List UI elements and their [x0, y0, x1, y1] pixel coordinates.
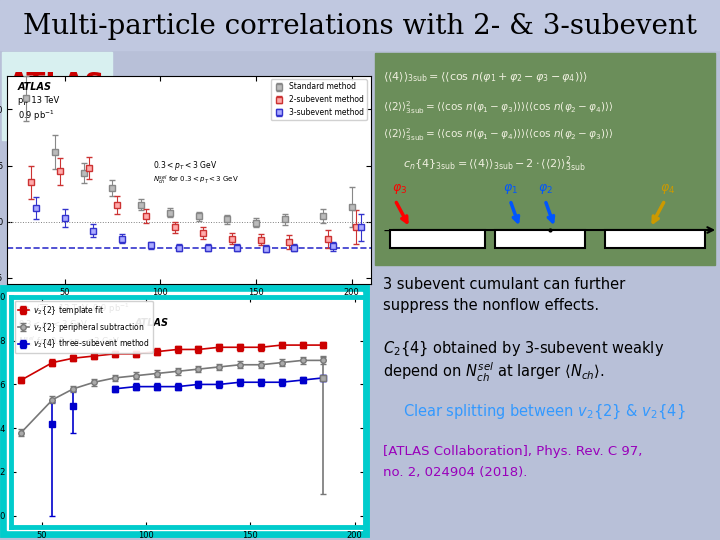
Bar: [605, 230, 705, 248]
Text: ATLAS: ATLAS: [135, 318, 168, 328]
Legend: Standard method, 2-subevent method, 3-subevent method: Standard method, 2-subevent method, 3-su…: [271, 79, 367, 120]
Text: [ATLAS Collaboration], Phys. Rev. C 97,: [ATLAS Collaboration], Phys. Rev. C 97,: [383, 445, 642, 458]
Text: $\varphi_3$: $\varphi_3$: [392, 182, 407, 196]
Bar: [7, 292, 362, 530]
Text: suppress the nonflow effects.: suppress the nonflow effects.: [383, 298, 599, 313]
Text: $c_n\{4\}_{3\mathrm{sub}} = \langle\langle 4\rangle\rangle_{3\mathrm{sub}} - 2\c: $c_n\{4\}_{3\mathrm{sub}} = \langle\lang…: [403, 154, 586, 174]
Legend: $v_2\{2\}$ template fit, $v_2\{2\}$ peripheral subtraction, $v_2\{4\}$ three-sub: $v_2\{2\}$ template fit, $v_2\{2\}$ peri…: [14, 301, 153, 353]
Text: $\varphi_4$: $\varphi_4$: [660, 182, 675, 196]
Bar: [0, 0, 720, 50]
Text: $\varphi_1$: $\varphi_1$: [503, 182, 518, 196]
Text: $N_{ch}^{sel}$ for $0.3<p_{T}<3$ GeV: $N_{ch}^{sel}$ for $0.3<p_{T}<3$ GeV: [153, 173, 238, 187]
Text: depend on $N_{ch}^{sel}$ at larger $\langle N_{ch}\rangle$.: depend on $N_{ch}^{sel}$ at larger $\lan…: [383, 361, 605, 384]
Text: pp 13 TeV: pp 13 TeV: [18, 96, 59, 105]
Bar: [2, 52, 112, 140]
Text: pp, $\sqrt{s}$ = 13 TeV, 0.9 pb$^{-1}$: pp, $\sqrt{s}$ = 13 TeV, 0.9 pb$^{-1}$: [18, 301, 130, 316]
Text: ATLAS: ATLAS: [18, 82, 52, 92]
Text: $\langle\langle 2\rangle\rangle^2_{3\mathrm{sub}} = \langle\langle\cos\,n(\varph: $\langle\langle 2\rangle\rangle^2_{3\mat…: [383, 126, 613, 144]
Text: $\langle\langle 2\rangle\rangle^2_{3\mathrm{sub}} = \langle\langle\cos\,n(\varph: $\langle\langle 2\rangle\rangle^2_{3\mat…: [383, 99, 613, 117]
X-axis label: $\langle N_{ch}\rangle$: $\langle N_{ch}\rangle$: [177, 303, 201, 317]
Text: Multi-particle correlations with 2- & 3-subevent: Multi-particle correlations with 2- & 3-…: [23, 12, 697, 39]
Text: $N_{ch}^{sel}$ for $0.3<p_T<3$ GeV: $N_{ch}^{sel}$ for $0.3<p_T<3$ GeV: [18, 334, 120, 349]
Text: $\varphi_2$: $\varphi_2$: [538, 182, 553, 196]
Text: $0.3<p_T<3$ GeV: $0.3<p_T<3$ GeV: [18, 318, 89, 330]
Text: 3 subevent cumulant can further: 3 subevent cumulant can further: [383, 277, 625, 292]
Bar: [375, 53, 715, 265]
Text: ATLAS: ATLAS: [8, 71, 105, 99]
Text: $-$: $-$: [382, 223, 394, 237]
Text: $C_2\{4\}$ obtained by 3-subevent weakly: $C_2\{4\}$ obtained by 3-subevent weakly: [383, 340, 665, 359]
Bar: [390, 230, 485, 248]
Text: no. 2, 024904 (2018).: no. 2, 024904 (2018).: [383, 466, 527, 479]
Text: $0.3<p_{T}<3$ GeV: $0.3<p_{T}<3$ GeV: [153, 159, 217, 172]
Bar: [2, 287, 367, 535]
Text: 0.9 pb$^{-1}$: 0.9 pb$^{-1}$: [18, 109, 55, 123]
Bar: [495, 230, 585, 248]
Text: Clear splitting between $v_2\{2\}$ & $v_2\{4\}$: Clear splitting between $v_2\{2\}$ & $v_…: [403, 403, 685, 421]
Text: $\langle\langle 4\rangle\rangle_{3\mathrm{sub}} = \langle\langle\cos\,n(\varphi_: $\langle\langle 4\rangle\rangle_{3\mathr…: [383, 70, 588, 84]
